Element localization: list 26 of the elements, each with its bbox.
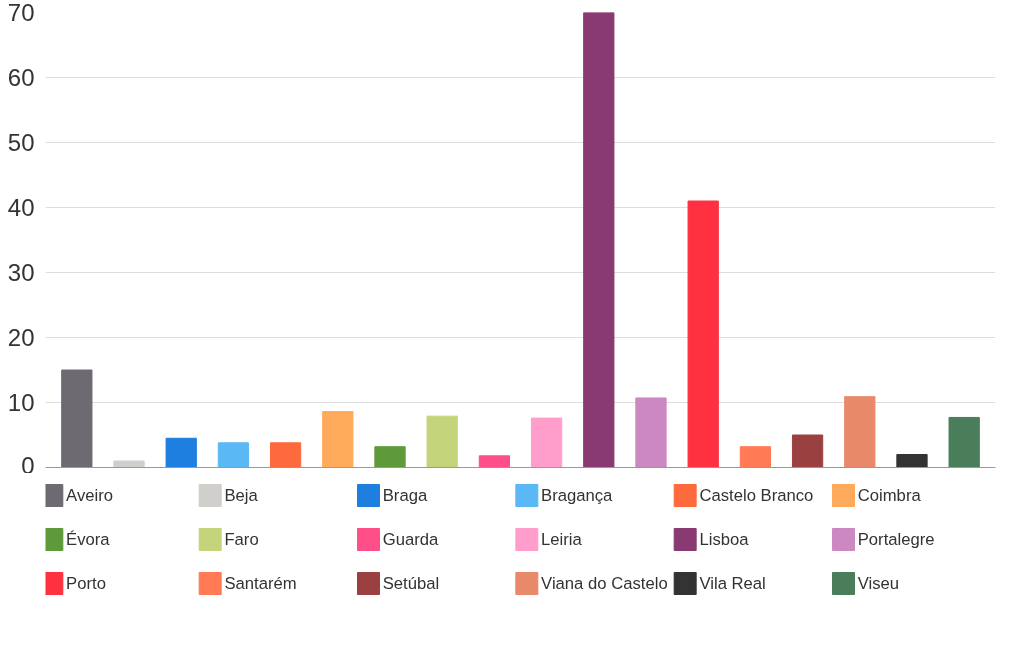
- legend-label: Castelo Branco: [699, 486, 814, 505]
- legend-label: Bragança: [541, 486, 614, 505]
- legend-label: Faro: [224, 530, 259, 549]
- legend-label: Viana do Castelo: [541, 574, 668, 593]
- legend-label: Leiria: [541, 530, 583, 549]
- y-tick-label: 70: [7, 0, 35, 26]
- y-tick-label: 40: [7, 194, 35, 221]
- legend-label: Portalegre: [857, 530, 935, 549]
- y-tick-label: 0: [21, 451, 35, 479]
- legend-label: Guarda: [382, 530, 440, 549]
- legend-label: Coimbra: [857, 486, 922, 505]
- legend-label: Viseu: [857, 574, 900, 593]
- legend-label: Santarém: [224, 574, 297, 593]
- legend-label: Évora: [66, 530, 111, 549]
- legend-label: Lisboa: [699, 530, 750, 549]
- y-tick-label: 50: [7, 129, 35, 156]
- y-tick-label: 10: [7, 389, 35, 416]
- y-tick-label: 30: [7, 259, 35, 286]
- y-tick-label: 20: [7, 324, 35, 351]
- legend-label: Braga: [382, 486, 428, 505]
- legend-label: Porto: [66, 574, 106, 593]
- y-tick-label: 60: [7, 64, 35, 91]
- legend-label: Beja: [224, 486, 259, 505]
- legend-label: Vila Real: [699, 574, 766, 593]
- legend-label: Setúbal: [382, 574, 440, 593]
- legend-label: Aveiro: [66, 486, 114, 505]
